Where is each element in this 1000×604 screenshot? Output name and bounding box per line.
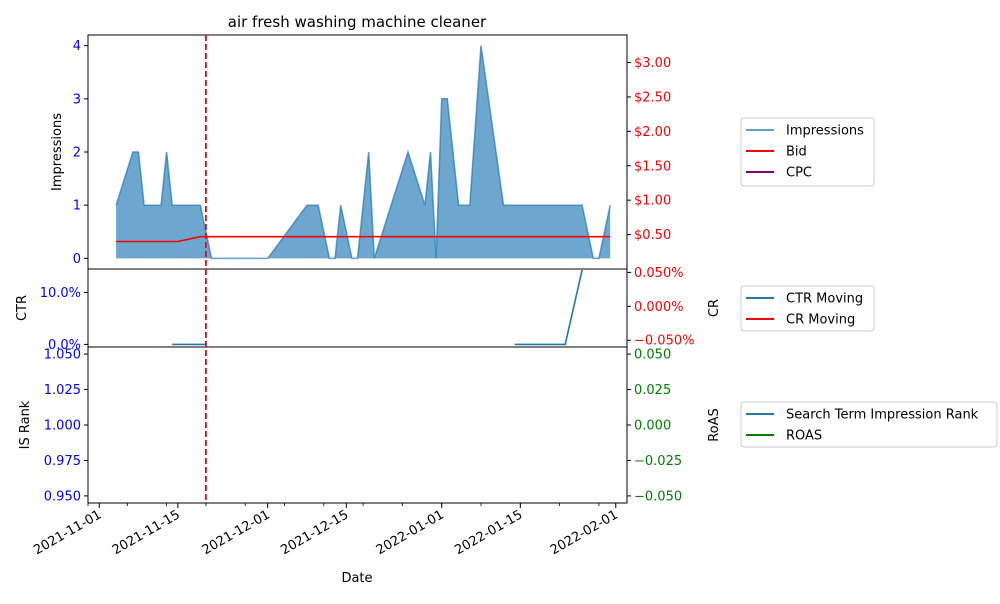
right-tick-label: $1.00	[634, 194, 671, 209]
left-tick-label: 2	[73, 146, 81, 161]
legend-label: CTR Moving	[786, 292, 863, 307]
x-tick-label: 2021-11-15	[110, 507, 183, 558]
left-tick-label: 1.025	[44, 383, 81, 398]
left-tick-label: 0.0%	[48, 338, 81, 353]
left-tick-label: 3	[73, 92, 81, 107]
panel-rank-y2label: RoAS	[707, 408, 722, 442]
legend-impressions: Impressions Bid CPC	[740, 117, 875, 187]
impressions-area	[116, 45, 611, 259]
plot-layer: 0 1 2 3 4 $0.50 $1.00 $1.50 $2.00 $2.50 $3.00 Impre…	[15, 34, 722, 558]
legend-label: CR Moving	[786, 313, 855, 328]
panel-ctr-ylabel: CTR	[15, 295, 30, 321]
x-tick-label: 2021-11-01	[31, 507, 104, 558]
legend-label: Bid	[786, 145, 807, 160]
right-tick-label: 0.050%	[634, 266, 684, 281]
legend-rank: Search Term Impression Rank ROAS	[740, 401, 998, 448]
bid-line	[116, 235, 611, 243]
legend-label: Search Term Impression Rank	[786, 408, 979, 423]
right-tick-label: 0.000	[634, 419, 671, 434]
panel-ctr-y2label: CR	[707, 299, 722, 317]
panel-impressions-ylabel: Impressions	[50, 113, 65, 191]
left-tick-label: 0.950	[44, 489, 81, 504]
legend-box	[740, 285, 875, 332]
right-tick-label: $1.50	[634, 159, 671, 174]
left-tick-label: 0	[73, 252, 81, 267]
panel-rank-ylabel: IS Rank	[18, 400, 33, 449]
x-tick-label: 2021-12-15	[278, 507, 351, 558]
right-tick-label: $3.00	[634, 56, 671, 71]
legend-label: Impressions	[786, 124, 864, 139]
legend-box	[740, 401, 998, 448]
right-tick-label: −0.050	[634, 489, 682, 504]
right-tick-label: −0.025	[634, 454, 682, 469]
right-tick-label: $0.50	[634, 228, 671, 243]
panel-rank-frame	[87, 346, 628, 504]
x-tick-label: 2022-02-01	[548, 507, 621, 558]
right-tick-label: 0.025	[634, 383, 671, 398]
left-tick-label: 4	[73, 39, 81, 54]
left-tick-label: 1.050	[44, 348, 81, 363]
left-tick-label: 10.0%	[40, 286, 81, 301]
left-tick-label: 1	[73, 199, 81, 214]
legend-box	[740, 117, 875, 187]
right-tick-label: $2.50	[634, 90, 671, 105]
right-tick-label: 0.000%	[634, 300, 684, 315]
right-tick-label: −0.050%	[634, 334, 694, 349]
left-tick-label: 1.000	[44, 419, 81, 434]
x-tick-label: 2022-01-01	[374, 507, 447, 558]
left-tick-label: 0.975	[44, 454, 81, 469]
right-tick-label: 0.050	[634, 348, 671, 363]
right-tick-label: $2.00	[634, 125, 671, 140]
x-tick-label: 2022-01-15	[452, 507, 525, 558]
legend-label: CPC	[786, 166, 812, 181]
ctr-moving-line	[172, 269, 583, 346]
legend-label: ROAS	[786, 429, 822, 444]
chart-title: air fresh washing machine cleaner	[228, 13, 487, 31]
x-tick-label: 2021-12-01	[200, 507, 273, 558]
panel-ctr-frame	[87, 268, 628, 348]
x-axis-label: Date	[341, 571, 372, 586]
legend-ctr: CTR Moving CR Moving	[740, 285, 875, 332]
legend-layer: Impressions Bid CPC CTR Moving CR Moving Sear…	[740, 117, 998, 448]
impressions-line	[115, 45, 611, 260]
